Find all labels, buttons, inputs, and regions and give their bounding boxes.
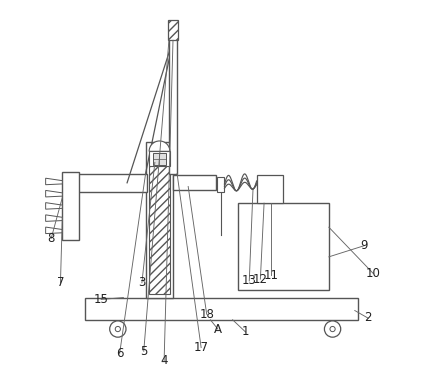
Text: 18: 18 — [199, 308, 214, 321]
Circle shape — [110, 321, 126, 337]
Bar — [173, 175, 216, 190]
Bar — [256, 175, 283, 203]
Text: 10: 10 — [366, 267, 381, 280]
Text: 8: 8 — [47, 232, 55, 245]
Polygon shape — [46, 215, 62, 221]
Bar — [169, 33, 177, 173]
Text: 4: 4 — [160, 354, 168, 367]
Text: A: A — [214, 323, 222, 336]
Bar — [168, 20, 178, 40]
Wedge shape — [149, 141, 170, 151]
Polygon shape — [46, 203, 62, 209]
Text: 3: 3 — [138, 276, 146, 289]
Text: 2: 2 — [364, 311, 372, 325]
Bar — [149, 151, 170, 166]
Circle shape — [324, 321, 341, 337]
Bar — [85, 298, 358, 320]
Text: 15: 15 — [94, 293, 109, 306]
Bar — [70, 173, 148, 192]
Bar — [238, 203, 329, 290]
Text: 6: 6 — [116, 347, 124, 360]
Polygon shape — [46, 178, 62, 185]
Text: 7: 7 — [57, 276, 64, 289]
Polygon shape — [46, 191, 62, 197]
Text: 1: 1 — [242, 326, 249, 338]
Text: 5: 5 — [140, 345, 148, 358]
Bar — [62, 172, 79, 240]
Bar — [217, 177, 225, 192]
Text: 13: 13 — [242, 275, 256, 288]
Bar — [149, 153, 170, 294]
Polygon shape — [46, 227, 62, 233]
Text: 11: 11 — [264, 269, 279, 282]
Text: 9: 9 — [360, 239, 368, 252]
Bar — [146, 142, 173, 298]
Text: 17: 17 — [194, 341, 209, 354]
Text: 12: 12 — [253, 273, 268, 286]
Bar — [153, 153, 166, 165]
